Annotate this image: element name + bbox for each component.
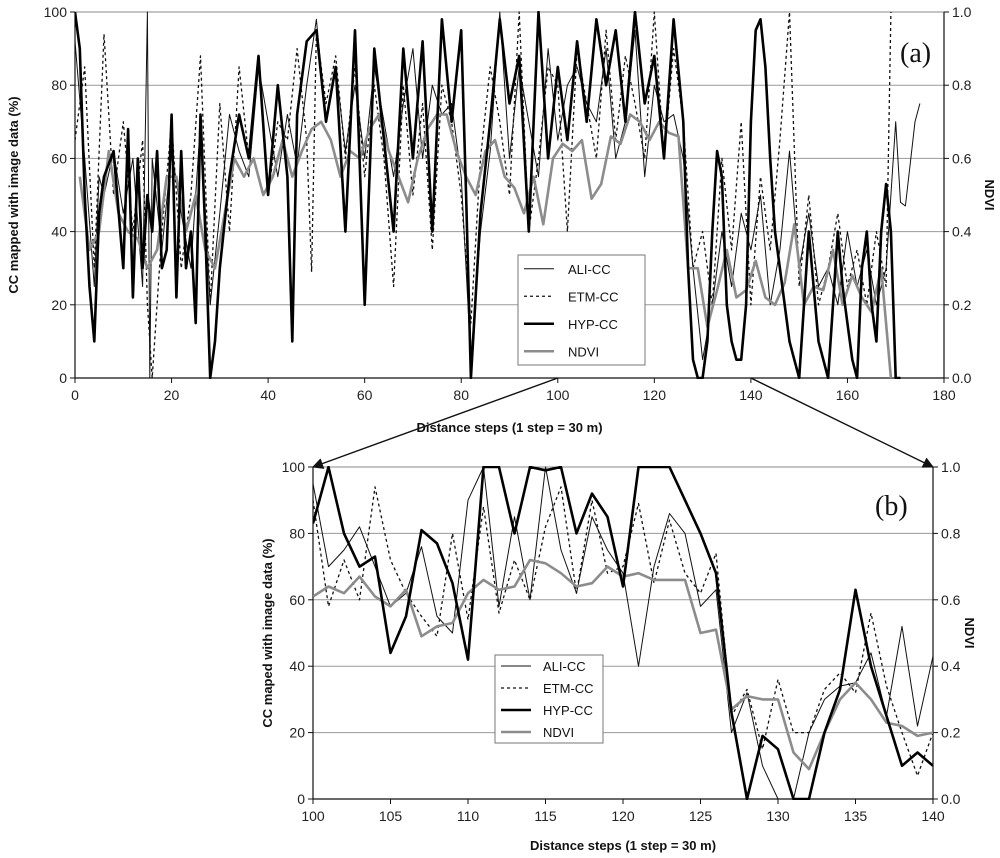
- y-tick-label: 100: [282, 459, 306, 475]
- chart-panel-a: 0 20 40 60 80 100 0.0 0.2 0.4 0.6 0.8 1.0 0 20 40 60 80 1…: [6, 4, 997, 435]
- legend-box: [517, 254, 646, 366]
- series-line-ndvi: [78, 113, 893, 379]
- series-group: [313, 466, 933, 800]
- y-tick-label: 0: [297, 791, 305, 807]
- y2-axis-label: NDVI: [962, 617, 977, 648]
- y2-tick-label: 0.4: [952, 224, 972, 240]
- zoom-arrow-right: [750, 377, 935, 468]
- plot-area: [74, 11, 945, 379]
- y-axis-label: CC maped with image data (%): [260, 538, 275, 727]
- y2-tick-label: 0.8: [952, 77, 972, 93]
- legend-label-ndvi: NDVI: [568, 344, 599, 359]
- zoom-arrow-left: [311, 377, 559, 469]
- legend-label-ali-cc: ALI-CC: [543, 659, 586, 674]
- y2-tick-label: 1.0: [952, 4, 972, 20]
- y-axis-label: CC mapped with image data (%): [6, 96, 21, 293]
- x-tick-label: 105: [379, 808, 403, 824]
- x-tick-label: 120: [611, 808, 635, 824]
- y-tick-label: 0: [59, 370, 67, 386]
- y-tick-label: 20: [289, 725, 305, 741]
- x-tick-label: 110: [457, 808, 480, 824]
- y-tick-label: 100: [44, 4, 68, 20]
- y2-tick-label: 0.6: [941, 592, 961, 608]
- x-tick-label: 80: [453, 387, 469, 403]
- y2-tick-label: 0.0: [952, 370, 972, 386]
- x-tick-label: 120: [643, 387, 667, 403]
- legend: ALI-CC ETM-CC HYP-CC NDVI: [517, 254, 646, 366]
- y-tick-label: 40: [51, 224, 67, 240]
- x-tick-label: 0: [71, 387, 79, 403]
- x-tick-label: 160: [836, 387, 860, 403]
- x-tick-label: 180: [932, 387, 956, 403]
- x-tick-label: 140: [921, 808, 945, 824]
- y2-tick-label: 0.2: [952, 297, 972, 313]
- y2-tick-label: 0.4: [941, 658, 961, 674]
- chart-panel-b: 0 20 40 60 80 100 0.0 0.2 0.4 0.6 0.8 1.0 100 105 110 1…: [260, 459, 977, 853]
- legend-box: [494, 654, 604, 744]
- legend: ALI-CC ETM-CC HYP-CC NDVI: [494, 654, 604, 744]
- x-tick-label: 140: [739, 387, 763, 403]
- x-tick-label: 20: [164, 387, 180, 403]
- panel-label: (a): [900, 38, 931, 69]
- x-axis-label: Distance steps (1 step = 30 m): [416, 420, 602, 435]
- x-axis-label: Distance steps (1 step = 30 m): [530, 838, 716, 853]
- legend-label-etm-cc: ETM-CC: [568, 289, 619, 304]
- x-tick-label: 40: [260, 387, 276, 403]
- legend-label-hyp-cc: HYP-CC: [543, 703, 593, 718]
- series-line-ali-cc: [75, 11, 921, 379]
- legend-label-ali-cc: ALI-CC: [568, 262, 611, 277]
- y-tick-label: 80: [289, 525, 305, 541]
- y-tick-label: 60: [51, 150, 67, 166]
- y-tick-label: 20: [51, 297, 67, 313]
- plot-area: [312, 466, 934, 800]
- panel-label: (b): [875, 491, 908, 522]
- x-tick-label: 100: [301, 808, 325, 824]
- y2-tick-label: 1.0: [941, 459, 961, 475]
- y-tick-label: 60: [289, 592, 305, 608]
- y2-axis-label: NDVI: [982, 179, 997, 210]
- series-group: [75, 11, 921, 379]
- series-line-hyp-cc: [75, 11, 901, 379]
- x-tick-label: 135: [844, 808, 868, 824]
- legend-label-etm-cc: ETM-CC: [543, 681, 594, 696]
- x-tick-label: 60: [357, 387, 373, 403]
- legend-label-hyp-cc: HYP-CC: [568, 317, 618, 332]
- x-tick-label: 115: [534, 808, 557, 824]
- x-tick-label: 100: [546, 387, 570, 403]
- x-tick-label: 130: [766, 808, 790, 824]
- x-tick-label: 125: [689, 808, 713, 824]
- series-line-etm-cc: [75, 11, 892, 379]
- y2-tick-label: 0.8: [941, 525, 961, 541]
- y2-tick-label: 0.6: [952, 150, 972, 166]
- legend-label-ndvi: NDVI: [543, 725, 574, 740]
- series-line-hyp-cc: [313, 466, 933, 800]
- y-tick-label: 80: [51, 77, 67, 93]
- y-tick-label: 40: [289, 658, 305, 674]
- y2-tick-label: 0.0: [941, 791, 961, 807]
- y2-tick-label: 0.2: [941, 725, 961, 741]
- series-line-etm-cc: [313, 486, 933, 777]
